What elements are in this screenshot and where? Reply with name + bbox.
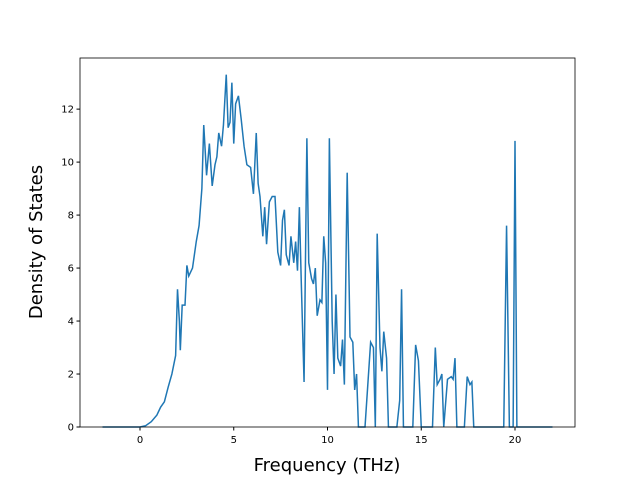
x-tick-label: 15 [415,435,428,446]
y-tick-label: 0 [68,423,74,434]
y-tick-label: 10 [61,158,74,169]
line [102,74,553,428]
plot-frame [79,57,576,428]
y-tick-label: 6 [68,264,74,275]
y-axis-label: Density of States [26,165,47,319]
x-tick-label: 0 [137,435,143,446]
y-tick-label: 8 [68,211,74,222]
y-tick-label: 12 [61,105,74,116]
x-tick-label: 20 [509,435,522,446]
y-tick-label: 2 [68,370,74,381]
x-axis-label: Frequency (THz) [254,455,401,476]
y-tick-label: 4 [68,317,74,328]
x-tick-label: 5 [231,435,237,446]
x-tick-label: 10 [321,435,334,446]
